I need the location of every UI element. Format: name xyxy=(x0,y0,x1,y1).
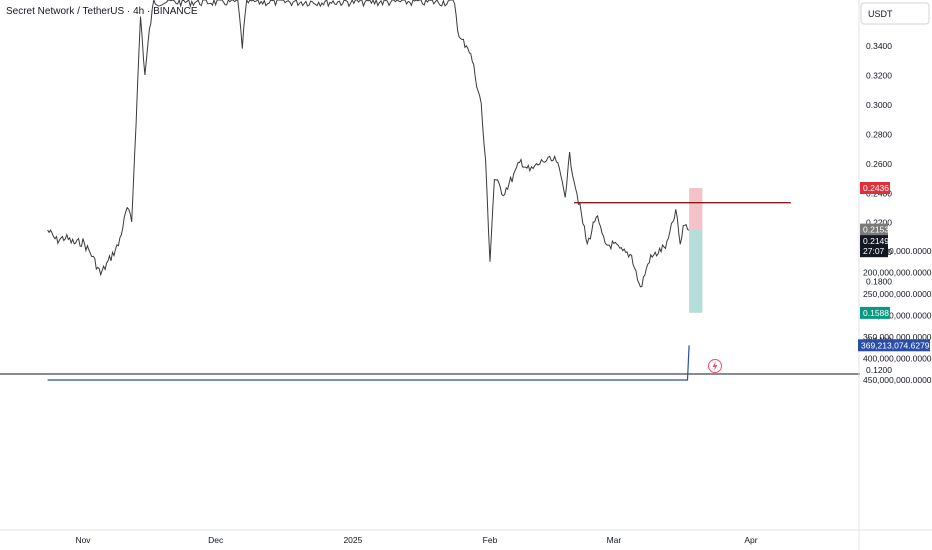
time-tick-label: Dec xyxy=(208,535,224,545)
time-tick-label: 2025 xyxy=(343,535,362,545)
position-tool[interactable] xyxy=(689,188,703,313)
volume-tick-label: 350,000,000.0000 xyxy=(863,332,932,342)
price-series-line xyxy=(47,0,690,288)
price-tick-label: 0.2800 xyxy=(866,129,892,139)
currency-button[interactable]: USDT xyxy=(860,2,930,25)
volume-series-line xyxy=(47,345,690,381)
stop-price-label-bg xyxy=(860,182,890,194)
price-tick-label: 0.3400 xyxy=(866,41,892,51)
volume-tick-label: 450,000,000.0000 xyxy=(863,375,932,385)
countdown-label-text: 27:07 xyxy=(863,246,885,256)
time-axis[interactable]: Nov Dec 2025 Feb Mar Apr xyxy=(75,535,757,545)
time-tick-label: Mar xyxy=(607,535,622,545)
price-tick-label: 0.1800 xyxy=(866,277,892,287)
last-price-label-text: 0.2153 xyxy=(863,225,889,235)
currency-button-label[interactable]: USDT xyxy=(868,9,893,19)
target-price-label-text: 0.1588 xyxy=(863,308,889,318)
price-tick-label: 0.2200 xyxy=(866,218,892,228)
price-tick-label: 0.3200 xyxy=(866,70,892,80)
currency-button-frame[interactable] xyxy=(860,2,930,25)
current-price-label: 0.2149 27:07 xyxy=(860,235,889,258)
take-profit-zone[interactable] xyxy=(689,229,703,313)
target-price-label-bg xyxy=(860,306,890,319)
price-tick-label: 0.1200 xyxy=(866,365,892,375)
alert-icon[interactable] xyxy=(708,359,722,373)
volume-tick-label: 150,000,000.0000 xyxy=(863,246,932,256)
stop-price-label: 0.2436 xyxy=(860,182,890,194)
last-price-label: 0.2153 xyxy=(860,223,889,236)
volume-tick-label: 200,000,000.0000 xyxy=(863,268,932,278)
current-price-label-text: 0.2149 xyxy=(863,236,889,246)
time-tick-label: Nov xyxy=(75,535,91,545)
volume-tick-label: 300,000,000.0000 xyxy=(863,311,932,321)
last-price-label-bg xyxy=(860,223,888,236)
time-tick-label: Apr xyxy=(744,535,757,545)
price-tick-label: 0.2600 xyxy=(866,159,892,169)
volume-tick-label: 250,000,000.0000 xyxy=(863,289,932,299)
chart-title: Secret Network / TetherUS · 4h · BINANCE xyxy=(6,6,198,17)
price-tick-label: 0.3000 xyxy=(866,100,892,110)
volume-value-label: 369,213,074.6279 xyxy=(858,339,930,352)
volume-tick-label: 400,000,000.0000 xyxy=(863,354,932,364)
volume-value-label-text: 369,213,074.6279 xyxy=(861,340,930,350)
stop-loss-zone[interactable] xyxy=(689,188,703,230)
time-tick-label: Feb xyxy=(483,535,498,545)
current-price-label-bg xyxy=(860,235,888,258)
target-price-label: 0.1588 xyxy=(860,306,890,319)
stop-price-label-text: 0.2436 xyxy=(863,183,889,193)
volume-value-label-bg xyxy=(858,339,930,352)
volume-axis[interactable]: 450,000,000.0000 400,000,000.0000 350,000,… xyxy=(863,246,932,385)
